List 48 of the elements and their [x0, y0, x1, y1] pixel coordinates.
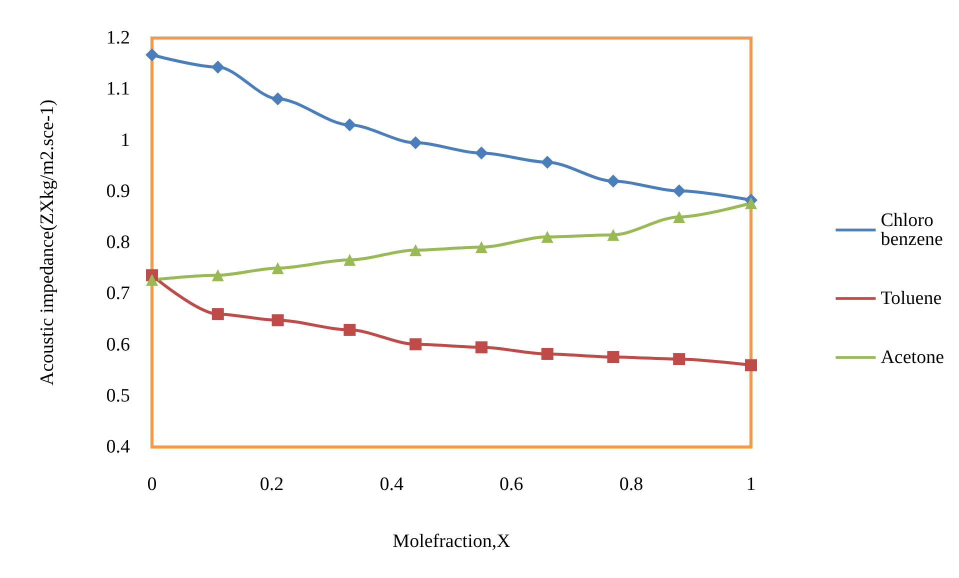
point — [272, 314, 284, 326]
point — [344, 324, 356, 336]
point — [541, 230, 554, 243]
x-tick-label: 0 — [147, 474, 157, 495]
point — [541, 348, 554, 360]
point — [475, 241, 488, 254]
y-tick-label: 0.7 — [106, 283, 130, 304]
point — [745, 359, 757, 372]
y-tick-label: 0.8 — [106, 232, 130, 253]
point — [146, 274, 158, 286]
point — [344, 254, 356, 266]
point — [606, 174, 620, 188]
y-tick-label: 1.2 — [106, 28, 130, 48]
legend-label: Chloro benzene — [880, 210, 943, 250]
point — [146, 48, 158, 62]
y-tick-label: 1 — [120, 130, 130, 151]
point — [540, 156, 554, 169]
x-tick-label: 0.6 — [500, 474, 524, 495]
y-tick-label: 0.9 — [106, 180, 130, 202]
point — [475, 341, 488, 354]
point — [212, 308, 224, 320]
point — [272, 262, 284, 274]
legend-label: Acetone — [880, 347, 944, 368]
y-tick-label: 0.5 — [106, 385, 130, 406]
x-tick-label: 0.4 — [380, 474, 404, 495]
y-tick-label: 0.6 — [106, 334, 130, 356]
y-tick-label: 1.1 — [106, 78, 130, 100]
x-tick-label: 0.2 — [260, 474, 284, 495]
point — [474, 146, 488, 160]
x-tick-label: 0.8 — [619, 474, 644, 495]
legend-label: Toluene — [880, 288, 942, 309]
point — [673, 210, 686, 223]
point — [673, 353, 686, 366]
point — [410, 244, 422, 256]
x-tick-label: 1 — [746, 474, 756, 495]
point — [607, 228, 620, 241]
point — [409, 136, 422, 150]
point — [607, 351, 620, 364]
point — [672, 184, 686, 198]
point — [211, 60, 224, 74]
x-axis-title: Molefraction,X — [392, 531, 511, 552]
point — [410, 338, 422, 350]
point — [271, 92, 284, 106]
point — [212, 269, 224, 282]
point — [343, 118, 356, 132]
point — [745, 197, 757, 210]
y-axis-title: Acoustic impedance(ZXkg/m2.sce-1) — [37, 100, 58, 386]
y-tick-label: 0.4 — [106, 436, 130, 458]
